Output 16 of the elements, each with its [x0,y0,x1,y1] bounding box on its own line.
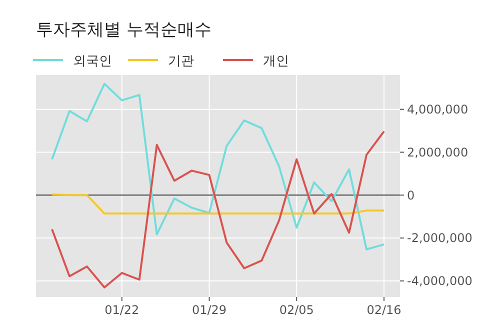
line-series [51,130,385,288]
chart-title: 투자주체별 누적순매수 [36,20,212,40]
line-series [51,193,385,215]
y-tick-label: 4,000,000 [407,102,468,117]
legend-label: 외국인 [73,54,112,69]
line-series [51,82,385,250]
y-tick-label: 2,000,000 [407,145,468,160]
legend-label: 기관 [168,54,194,69]
y-tick-label: 0 [407,188,415,202]
x-tick-label: 01/22 [104,303,140,317]
y-tick-label: -2,000,000 [407,231,472,246]
x-tick-label: 01/29 [192,303,227,317]
x-tick-label: 02/05 [279,303,314,317]
y-tick-label: -4,000,000 [407,274,472,288]
legend-label: 개인 [263,54,289,69]
x-tick-label: 02/16 [366,303,402,317]
